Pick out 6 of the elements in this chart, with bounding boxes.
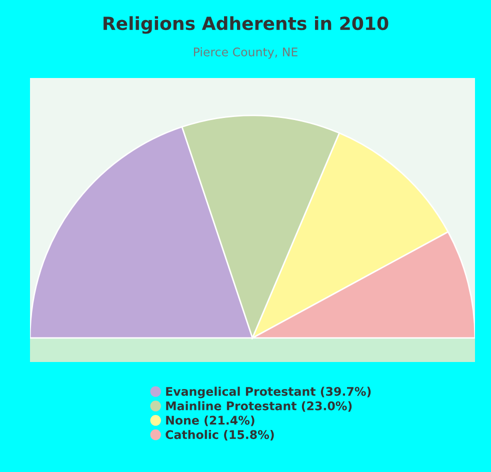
legend-label: Catholic (15.8%) xyxy=(166,430,274,440)
chart-title: Religions Adherents in 2010 xyxy=(104,16,388,34)
legend-label: None (21.4%) xyxy=(166,416,254,426)
legend-label: Mainline Protestant (23.0%) xyxy=(166,401,352,412)
chart-subtitle: Pierce County, NE xyxy=(194,47,298,59)
legend-label: Evangelical Protestant (39.7%) xyxy=(166,386,371,398)
